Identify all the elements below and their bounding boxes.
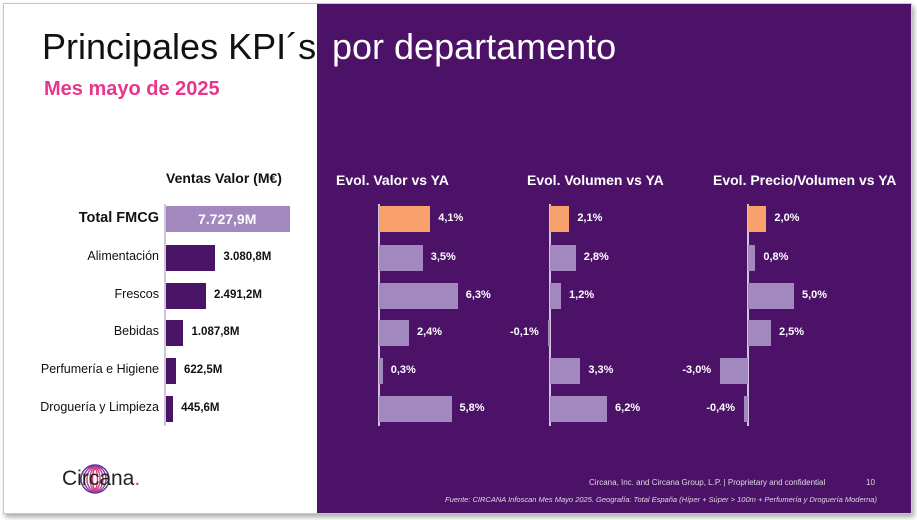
bar [550,358,581,384]
page-title-continued: por departamento [332,26,617,67]
bar [720,358,748,384]
brand-name: Circana. [62,467,141,490]
category-label: Bebidas [113,324,159,338]
bar [166,320,184,346]
data-label: 1.087,8M [191,326,240,338]
data-label: 5,0% [802,289,828,301]
data-label: 0,8% [763,251,789,263]
data-label: -0,1% [510,326,539,338]
data-label: 3,3% [588,364,614,376]
bar [548,320,550,346]
data-label: -3,0% [682,364,712,376]
bar [379,320,409,346]
data-label: 2.491,2M [213,289,262,301]
bar [166,283,206,309]
bar [550,245,576,271]
category-label: Perfumería e Higiene [40,362,159,376]
axis-line [747,204,749,426]
bar [166,206,290,232]
bar [379,283,458,309]
data-label: 2,4% [417,326,443,338]
bar [379,358,383,384]
data-label: 2,8% [583,251,609,263]
bar [748,320,771,346]
category-label: Alimentación [87,249,159,263]
footer-source: Fuente: CIRCANA Infoscan Mes Mayo 2025. … [445,495,877,504]
circana-logo-icon [80,464,110,494]
data-label: 2,5% [779,326,805,338]
category-label: Total FMCG [78,210,159,226]
page-subtitle: Mes mayo de 2025 [44,78,220,100]
category-label: Frescos [114,287,159,301]
bar [166,245,216,271]
data-label: 1,2% [569,289,595,301]
axis-line [549,204,551,426]
data-label: 7.727,9M [198,211,257,227]
bar [744,396,748,422]
bar [550,396,608,422]
data-label: -0,4% [706,402,736,414]
bar [550,283,562,309]
data-label: 622,5M [183,364,223,376]
data-label: 6,2% [615,402,641,414]
category-label: Droguería y Limpieza [40,400,159,414]
data-label: 0,3% [390,364,416,376]
bar [748,245,756,271]
axis-line [378,204,380,426]
bar [550,206,570,232]
bar [379,245,423,271]
data-label: 3.080,8M [223,251,272,263]
bar [379,206,431,232]
data-label: 5,8% [459,402,485,414]
chart-title-valor: Evol. Valor vs YA [336,172,449,188]
data-label: 2,0% [774,212,800,224]
page-number: 10 [866,478,875,487]
slide: Principales KPI´s por departamento Mes m… [3,3,912,514]
chart-title-ventas: Ventas Valor (M€) [166,170,282,186]
footer-company: Circana, Inc. and Circana Group, L.P. | … [589,478,826,487]
data-label: 6,3% [465,289,491,301]
data-label: 3,5% [430,251,456,263]
bar [379,396,452,422]
page-title: Principales KPI´s [42,26,317,67]
bar [166,358,176,384]
chart-title-precio: Evol. Precio/Volumen vs YA [713,172,897,188]
data-label: 2,1% [577,212,603,224]
bar [748,283,794,309]
chart-title-volumen: Evol. Volumen vs YA [527,172,664,188]
data-label: 4,1% [438,212,464,224]
axis-line [164,204,166,426]
bar [166,396,174,422]
bar [748,206,767,232]
data-label: 445,6M [181,402,220,414]
